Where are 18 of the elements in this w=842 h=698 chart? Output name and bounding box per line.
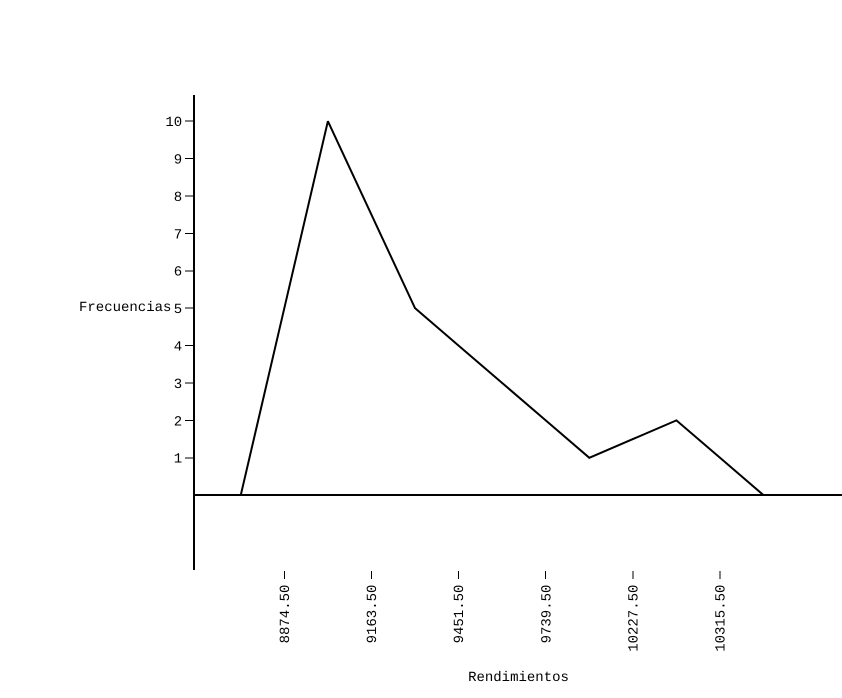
- y-tick-label: 9: [174, 152, 182, 168]
- x-tick-label: 9451.50: [452, 584, 468, 644]
- x-tick-label: 9163.50: [365, 584, 381, 644]
- x-tick-label: 10227.50: [626, 584, 642, 652]
- y-tick-label: 1: [174, 452, 182, 468]
- x-tick-label: 8874.50: [278, 584, 294, 644]
- y-tick-label: 5: [174, 302, 182, 318]
- y-tick-label: 3: [174, 376, 182, 393]
- y-tick-label: 2: [174, 414, 182, 430]
- y-tick-label: 10: [165, 115, 182, 132]
- x-tick-label: 10315.50: [714, 584, 730, 652]
- y-tick-label: 4: [174, 339, 182, 356]
- y-tick-label: 7: [174, 227, 182, 244]
- y-axis-title: Frecuencias: [79, 300, 172, 316]
- y-tick-label: 6: [174, 264, 182, 281]
- x-axis-title: Rendimientos: [468, 670, 569, 686]
- x-tick-label: 9739.50: [539, 584, 556, 644]
- y-tick-label: 8: [174, 190, 182, 206]
